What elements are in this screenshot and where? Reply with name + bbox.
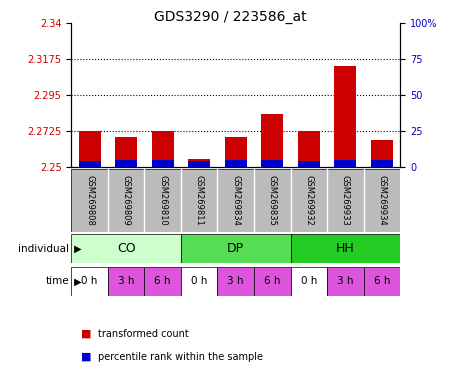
Text: HH: HH (335, 242, 354, 255)
Text: GSM269808: GSM269808 (85, 175, 94, 226)
Bar (188, 161, 210, 167)
Bar (180, 267, 217, 296)
Text: 0 h: 0 h (81, 276, 98, 286)
Bar (107, 267, 144, 296)
Bar (290, 267, 326, 296)
Text: GSM269933: GSM269933 (340, 175, 349, 226)
Bar (151, 131, 173, 167)
Text: 3 h: 3 h (336, 276, 353, 286)
Text: GSM269835: GSM269835 (267, 175, 276, 226)
Bar (217, 267, 253, 296)
Text: CO: CO (117, 242, 135, 255)
Bar (224, 137, 246, 167)
Text: ■: ■ (80, 352, 91, 362)
Bar (151, 160, 173, 167)
Text: GSM269834: GSM269834 (231, 175, 240, 226)
Text: individual: individual (18, 243, 69, 254)
Text: 6 h: 6 h (154, 276, 171, 286)
Bar (370, 160, 392, 167)
Bar (144, 267, 180, 296)
Text: 0 h: 0 h (300, 276, 316, 286)
Bar (334, 160, 356, 167)
Bar (297, 161, 319, 167)
Bar (180, 234, 290, 263)
Text: GSM269932: GSM269932 (304, 175, 313, 226)
Text: GSM269934: GSM269934 (376, 175, 386, 226)
Text: 3 h: 3 h (118, 276, 134, 286)
Text: ▶: ▶ (71, 276, 82, 286)
Text: 3 h: 3 h (227, 276, 243, 286)
Bar (253, 267, 290, 296)
Bar (78, 131, 101, 167)
Bar (188, 159, 210, 167)
Bar (370, 140, 392, 167)
Text: GDS3290 / 223586_at: GDS3290 / 223586_at (153, 10, 306, 23)
Text: GSM269810: GSM269810 (158, 175, 167, 226)
Text: 6 h: 6 h (373, 276, 389, 286)
Bar (326, 267, 363, 296)
Text: ■: ■ (80, 329, 91, 339)
Bar (261, 160, 283, 167)
Bar (290, 234, 399, 263)
Bar (71, 234, 180, 263)
Text: 0 h: 0 h (190, 276, 207, 286)
Bar (78, 161, 101, 167)
Bar (115, 160, 137, 167)
Text: time: time (45, 276, 69, 286)
Bar (297, 131, 319, 167)
Bar (115, 137, 137, 167)
Text: ▶: ▶ (71, 243, 82, 254)
Bar (224, 160, 246, 167)
Text: GSM269809: GSM269809 (121, 175, 130, 226)
Bar (71, 267, 107, 296)
Text: transformed count: transformed count (98, 329, 188, 339)
Text: GSM269811: GSM269811 (194, 175, 203, 226)
Text: DP: DP (227, 242, 244, 255)
Text: percentile rank within the sample: percentile rank within the sample (98, 352, 263, 362)
Bar (261, 114, 283, 167)
Text: 6 h: 6 h (263, 276, 280, 286)
Bar (334, 66, 356, 167)
Bar (363, 267, 399, 296)
